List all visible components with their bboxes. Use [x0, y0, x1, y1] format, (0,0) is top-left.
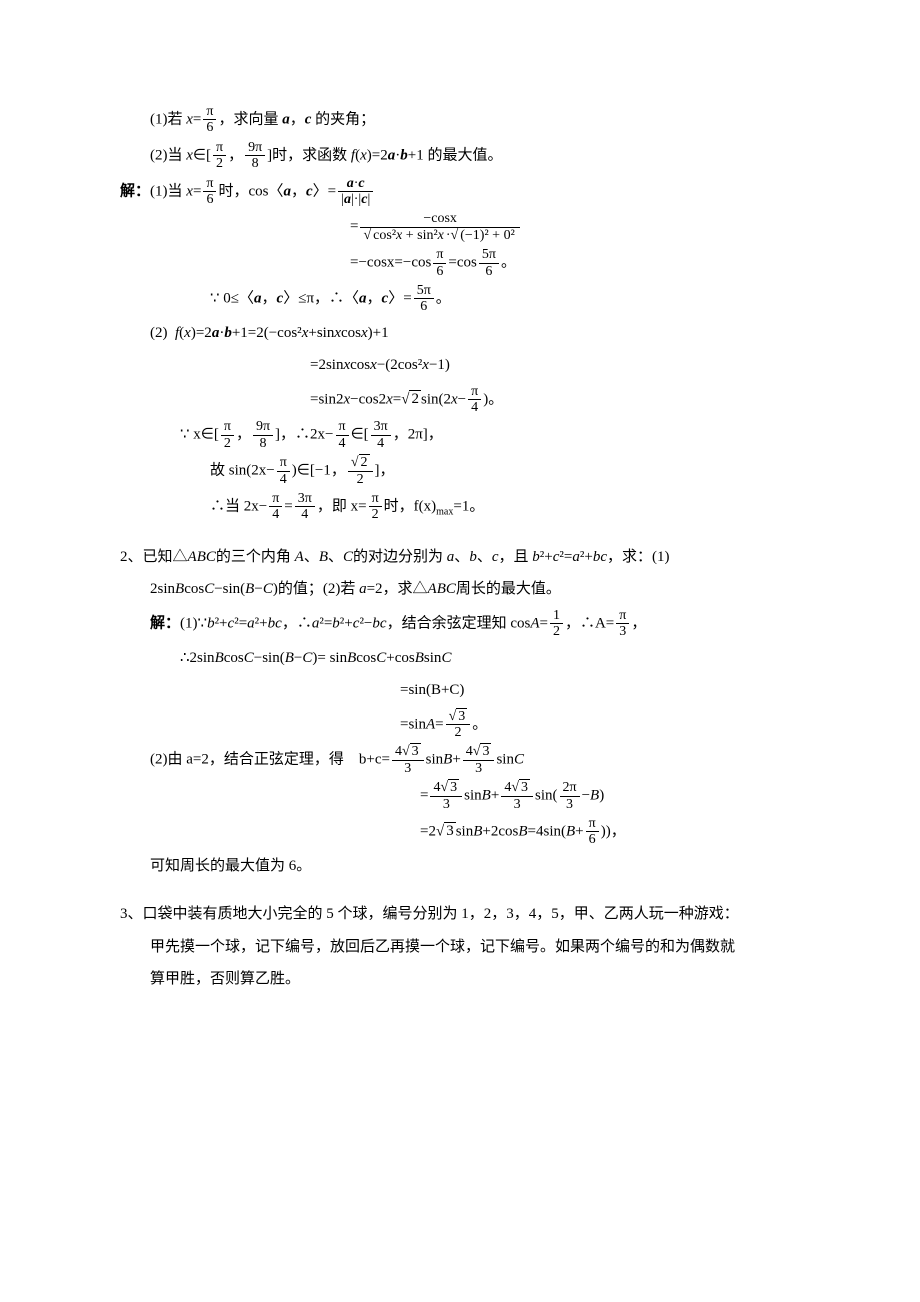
q1-solution-1: 解：(1)当 x=π6时，cos〈a，c〉=a·c|a|·|c| [120, 176, 830, 208]
q2-part2-l2: =4√33sinB+4√33sin(2π3−B) [420, 780, 830, 812]
q1-part2-l1: (2) f(x)=2a·b+1=2(−cos²x+sinxcosx)+1 [150, 319, 830, 348]
q2-sol-2: ∴2sinBcosC−sin(B−C)= sinBcosC+cosBsinC [180, 644, 830, 673]
q2-sol-4: =sinA=√32。 [400, 709, 830, 741]
page: (1)若 x=π6，求向量 a，c 的夹角； (2)当 x∈[π2，9π8]时，… [0, 0, 920, 1302]
q2-text-line2: 2sinBcosC−sin(B−C)的值；(2)若 a=2，求△ABC周长的最大… [150, 575, 830, 604]
q2-conclusion: 可知周长的最大值为 6。 [150, 852, 830, 881]
q1-sol-eq1: =−cosx√cos²x + sin²x·√(−1)² + 0² [350, 211, 830, 243]
q1-sol-range: ∵ 0≤〈a，c〉≤π，∴〈a，c〉=5π6。 [210, 283, 830, 315]
q3-line2: 甲先摸一个球，记下编号，放回后乙再摸一个球，记下编号。如果两个编号的和为偶数就 [150, 933, 830, 962]
question-1-parts: (1)若 x=π6，求向量 a，c 的夹角； (2)当 x∈[π2，9π8]时，… [120, 104, 830, 523]
q1-part2-l3: =sin2x−cos2x=√2sin(2x−π4)。 [310, 384, 830, 416]
q1-part2: (2)当 x∈[π2，9π8]时，求函数 f(x)=2a·b+1 的最大值。 [150, 140, 830, 172]
question-2: 2、已知△ABC的三个内角 A、B、C的对边分别为 a、b、c，且 b²+c²=… [120, 543, 830, 880]
q1-part2-l2: =2sinxcosx−(2cos²x−1) [310, 351, 830, 380]
q2-sol-1: 解：(1)∵b²+c²=a²+bc，∴a²=b²+c²−bc，结合余弦定理知 c… [150, 608, 830, 640]
q2-text-line1: 2、已知△ABC的三个内角 A、B、C的对边分别为 a、b、c，且 b²+c²=… [120, 543, 830, 572]
q2-part2-l3: =2√3sinB+2cosB=4sin(B+π6))， [420, 816, 830, 848]
q2-part2-l1: (2)由 a=2，结合正弦定理，得 b+c=4√33sinB+4√33sinC [150, 744, 830, 776]
q1-part2-l6: ∴当 2x−π4=3π4，即 x=π2时，f(x)max=1。 [210, 491, 830, 523]
q1-part2-l5: 故 sin(2x−π4)∈[−1，√22]， [210, 455, 830, 487]
q3-line1: 3、口袋中装有质地大小完全的 5 个球，编号分别为 1，2，3，4，5，甲、乙两… [120, 900, 830, 929]
q2-sol-3: =sin(B+C) [400, 676, 830, 705]
q1-sol-eq2: =−cosx=−cosπ6=cos5π6。 [350, 247, 830, 279]
question-3: 3、口袋中装有质地大小完全的 5 个球，编号分别为 1，2，3，4，5，甲、乙两… [120, 900, 830, 994]
q1-part1: (1)若 x=π6，求向量 a，c 的夹角； [150, 104, 830, 136]
q3-line3: 算甲胜，否则算乙胜。 [150, 965, 830, 994]
q1-part2-l4: ∵ x∈[π2，9π8]，∴2x−π4∈[3π4，2π]， [180, 419, 830, 451]
